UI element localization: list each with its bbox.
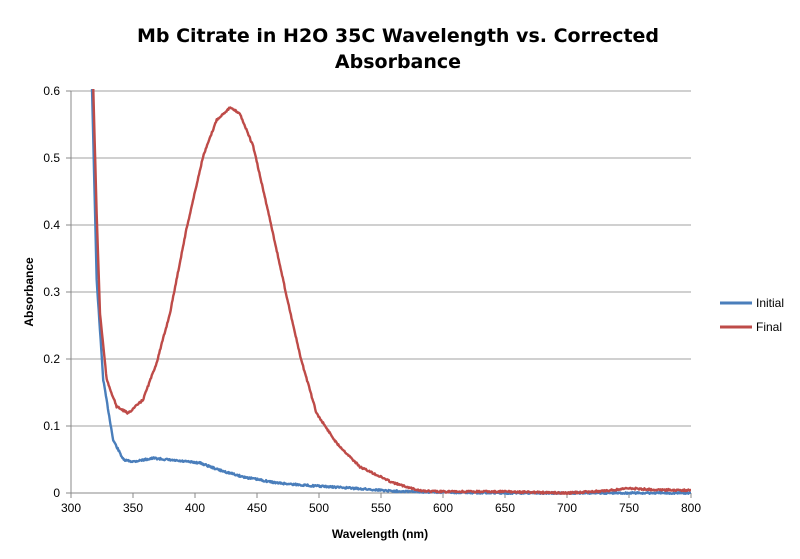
x-axis-label: Wavelength (nm)	[332, 527, 428, 541]
y-tick-label: 0.5	[43, 151, 60, 165]
x-tick-label: 450	[247, 501, 267, 515]
x-tick-label: 800	[681, 501, 701, 515]
y-tick-label: 0.6	[43, 84, 60, 98]
x-tick-label: 350	[123, 501, 143, 515]
y-tick-label: 0.1	[43, 419, 60, 433]
y-tick-label: 0.4	[43, 218, 60, 232]
chart-title-line-1: Mb Citrate in H2O 35C Wavelength vs. Cor…	[137, 25, 659, 47]
y-tick-label: 0.3	[43, 285, 60, 299]
legend-label-initial: Initial	[756, 296, 784, 310]
x-tick-label: 550	[371, 501, 391, 515]
y-tick-label: 0	[53, 486, 60, 500]
series-line-final	[92, 89, 691, 495]
chart-title-line-2: Absorbance	[335, 51, 461, 73]
x-tick-label: 500	[309, 501, 329, 515]
x-tick-label: 600	[433, 501, 453, 515]
y-tick-label: 0.2	[43, 352, 60, 366]
y-axis-label: Absorbance	[22, 257, 36, 327]
x-tick-label: 300	[61, 501, 81, 515]
x-tick-label: 700	[557, 501, 577, 515]
series-line-initial	[90, 89, 691, 495]
x-tick-label: 750	[619, 501, 639, 515]
legend-label-final: Final	[756, 320, 782, 334]
x-tick-label: 650	[495, 501, 515, 515]
x-tick-label: 400	[185, 501, 205, 515]
